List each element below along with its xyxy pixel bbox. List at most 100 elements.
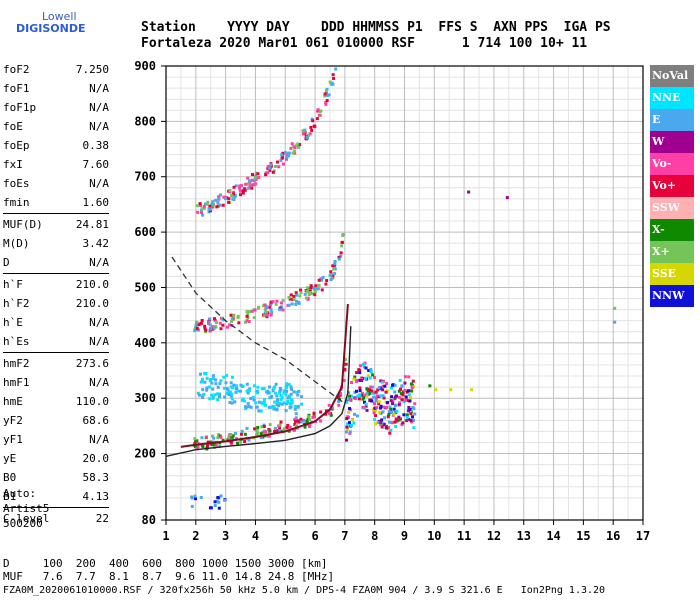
- echo-point: [248, 184, 252, 188]
- echo-point: [324, 102, 328, 106]
- echo-point: [225, 391, 229, 395]
- echo-point: [268, 168, 272, 172]
- legend-item-x-: X+: [650, 241, 694, 263]
- echo-point: [341, 233, 345, 237]
- echo-point: [219, 494, 223, 498]
- echo-point: [344, 362, 348, 366]
- echo-point: [311, 119, 315, 123]
- echo-point: [394, 424, 398, 428]
- echo-point: [259, 436, 263, 440]
- echo-point: [280, 305, 284, 309]
- echo-point: [292, 294, 296, 298]
- x-tick-label: 16: [606, 529, 620, 543]
- echo-point: [283, 389, 287, 393]
- echo-point: [209, 506, 213, 510]
- echo-point: [316, 108, 320, 112]
- echo-point: [365, 392, 369, 396]
- echo-point: [217, 195, 221, 199]
- param-row: C-level 22: [3, 509, 109, 528]
- echo-point: [193, 437, 197, 441]
- muf-dashed-curve: [171, 256, 346, 405]
- echo-point: [369, 367, 373, 371]
- y-tick-label: 80: [142, 513, 156, 527]
- echo-point: [295, 424, 299, 428]
- param-name: yF1: [3, 433, 23, 446]
- echo-point: [262, 386, 266, 390]
- echo-point: [388, 405, 392, 409]
- echo-point: [278, 423, 282, 427]
- echo-point: [241, 384, 245, 388]
- echo-point: [275, 408, 279, 412]
- echo-point: [236, 316, 240, 320]
- echo-point: [217, 500, 221, 504]
- echo-point: [190, 495, 194, 499]
- echo-point: [394, 417, 398, 421]
- echo-point: [284, 409, 288, 413]
- echo-point: [324, 282, 328, 286]
- param-row: h`F 210.0: [3, 275, 109, 294]
- echo-point: [405, 413, 409, 417]
- echo-point: [329, 270, 333, 274]
- echo-point: [317, 113, 321, 117]
- echo-point: [413, 402, 417, 406]
- echo-point: [205, 376, 209, 380]
- echo-point: [378, 410, 382, 414]
- echo-point: [287, 152, 291, 156]
- echo-point: [305, 135, 309, 139]
- echo-point: [264, 430, 268, 434]
- x-tick-label: 4: [252, 529, 259, 543]
- echo-point: [400, 423, 404, 427]
- logo-line2: DIGISONDE: [16, 22, 86, 35]
- param-separator: [3, 213, 109, 214]
- echo-point: [379, 387, 383, 391]
- echo-point: [229, 385, 233, 389]
- echo-point: [329, 278, 333, 282]
- echo-point: [407, 405, 411, 409]
- echo-point: [305, 419, 309, 423]
- param-name: h`F: [3, 278, 23, 291]
- echo-point: [284, 157, 288, 161]
- echo-point: [278, 426, 282, 430]
- echo-point: [202, 392, 206, 396]
- echo-point: [194, 323, 198, 327]
- y-tick-label: 300: [134, 391, 156, 405]
- echo-point: [345, 438, 349, 442]
- echo-point: [193, 494, 197, 498]
- echo-point: [199, 204, 203, 208]
- echo-point: [203, 380, 207, 384]
- echo-point: [208, 397, 212, 401]
- digisonde-logo: Lowell DIGISONDE: [4, 6, 85, 40]
- legend-item-noval: NoVal: [650, 65, 694, 87]
- echo-point: [251, 395, 255, 399]
- echo-point: [310, 128, 314, 132]
- param-value: 110.0: [75, 395, 109, 408]
- echo-point: [213, 393, 217, 397]
- param-value: N/A: [89, 335, 109, 348]
- echo-point: [246, 312, 250, 316]
- echo-point: [245, 382, 249, 386]
- echo-point: [241, 189, 245, 193]
- echo-point: [205, 388, 209, 392]
- echo-point: [239, 184, 243, 188]
- echo-point: [412, 407, 416, 411]
- param-value: N/A: [89, 177, 109, 190]
- echo-point: [217, 197, 221, 201]
- echo-point: [289, 405, 293, 409]
- echo-point: [428, 384, 432, 388]
- autoscaling-info: Auto: Artist5 500200: [3, 486, 49, 531]
- param-name: D: [3, 256, 10, 269]
- echo-point: [347, 407, 351, 411]
- x-tick-label: 7: [341, 529, 348, 543]
- echo-point: [387, 412, 391, 416]
- echo-point: [360, 379, 364, 383]
- echo-point: [344, 430, 348, 434]
- echo-point: [300, 402, 304, 406]
- echo-point: [311, 292, 315, 296]
- echo-point: [381, 422, 385, 426]
- echo-point: [369, 370, 373, 374]
- echo-point: [201, 213, 205, 217]
- echo-point: [228, 188, 232, 192]
- param-value: 7.60: [82, 158, 110, 171]
- echo-point: [307, 425, 311, 429]
- echo-point: [378, 406, 382, 410]
